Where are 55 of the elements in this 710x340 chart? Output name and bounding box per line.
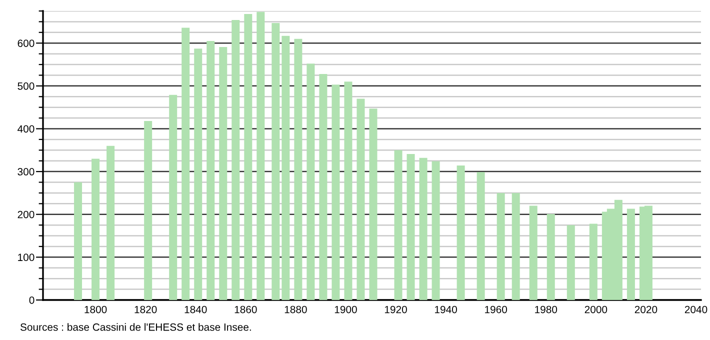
x-tick-label: 1960 (485, 306, 508, 314)
x-tick-label: 2020 (634, 306, 658, 314)
y-tick-label: 500 (18, 82, 34, 90)
bar (244, 14, 252, 300)
bar (182, 28, 190, 300)
bar (206, 40, 215, 300)
bar (169, 94, 178, 300)
bar (369, 108, 378, 300)
bar (356, 98, 365, 300)
x-tick-label: 2000 (584, 306, 608, 314)
bar (529, 206, 538, 300)
x-tick-label: 1880 (284, 306, 307, 314)
x-tick-label: 1860 (234, 306, 257, 314)
bar (106, 146, 115, 300)
bar (294, 38, 302, 300)
bar (332, 84, 340, 300)
x-tick-label: 1980 (535, 306, 558, 314)
bar (272, 22, 280, 300)
bar (566, 225, 575, 300)
x-tick-label: 2040 (684, 306, 708, 314)
bar (144, 121, 152, 300)
bar (219, 46, 228, 300)
bar (406, 154, 415, 300)
bar (512, 192, 520, 300)
bar (282, 36, 290, 300)
bar (306, 64, 315, 300)
x-tick-label: 1840 (184, 306, 207, 314)
y-tick-label: 0 (29, 296, 34, 304)
bar (456, 166, 465, 300)
bar (394, 150, 402, 300)
bar (589, 224, 598, 300)
y-tick-label: 400 (18, 125, 34, 133)
bar (232, 20, 240, 300)
bar (344, 82, 352, 300)
bar (419, 158, 428, 300)
bar (256, 12, 265, 300)
x-tick-label: 1900 (334, 306, 357, 314)
source-note: Sources : base Cassini de l'EHESS et base Insee. (20, 323, 251, 331)
y-tick-label: 100 (18, 254, 34, 262)
x-tick-label: 1800 (84, 306, 107, 314)
bar (319, 74, 328, 300)
bar (546, 214, 555, 300)
x-tick-label: 1920 (384, 306, 407, 314)
x-tick-label: 1940 (435, 306, 457, 314)
bar (432, 161, 440, 300)
y-tick-label: 600 (18, 40, 34, 47)
bar (496, 192, 505, 300)
bar (74, 182, 82, 300)
bar (194, 48, 202, 300)
bar (92, 158, 100, 300)
bar (476, 172, 485, 300)
x-tick-label: 1820 (134, 306, 157, 314)
y-tick-label: 200 (18, 210, 34, 218)
bar (626, 208, 635, 300)
y-tick-label: 300 (18, 168, 34, 176)
